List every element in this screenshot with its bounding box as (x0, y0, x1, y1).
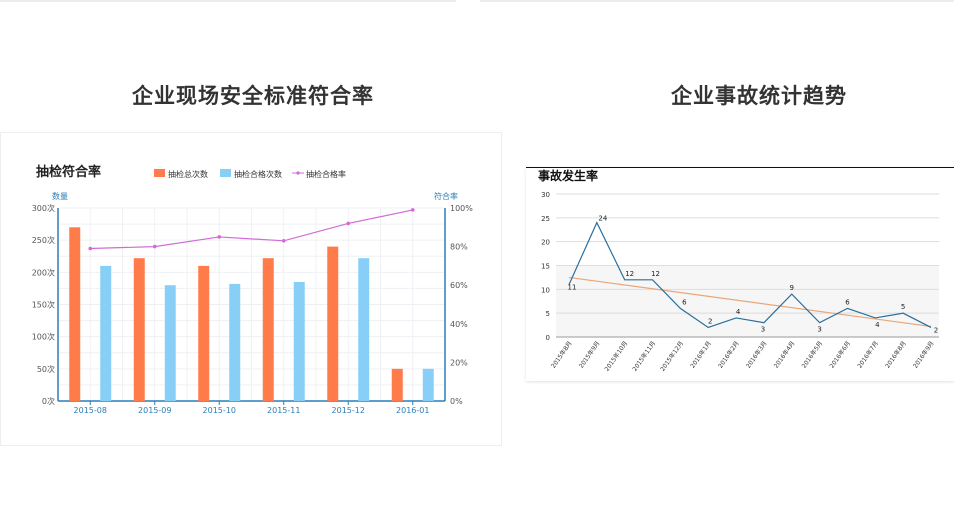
y-tick-label-left: 0次 (42, 396, 55, 406)
y-tick-label-left: 50次 (37, 364, 55, 374)
y-axis-label-right: 符合率 (434, 191, 458, 201)
bar-pass (229, 283, 241, 401)
y-tick-label-left: 300次 (32, 203, 55, 213)
data-label: 12 (651, 270, 660, 278)
x-tick-label: 2016年1月 (688, 340, 712, 370)
x-tick-label: 2015年10月 (603, 340, 630, 373)
bar-total (198, 265, 210, 401)
rate-line (90, 209, 413, 250)
y-tick-label-right: 40% (450, 320, 468, 329)
data-label: 9 (790, 284, 794, 292)
x-tick-label: 2016年8月 (883, 340, 907, 370)
accident-line (568, 221, 932, 329)
data-label: 4 (875, 321, 880, 329)
y-tick-label-right: 0% (450, 397, 463, 406)
x-tick-label: 2016-01 (396, 406, 429, 415)
bar-total (327, 246, 339, 401)
rate-point (88, 246, 93, 251)
data-label: 6 (682, 298, 687, 306)
chart-title: 抽检符合率 (36, 164, 101, 180)
bar-total (69, 227, 81, 401)
accident-trend-chart-card: 事故发生率 0 5 10 15 20 25 30 11 24 12 12 6 2 4 3 9 3 6 4 5 2 2015年… (526, 167, 954, 381)
bar-pass (100, 265, 112, 401)
x-tick-label: 2015-11 (267, 406, 300, 415)
x-tick-label: 2016年6月 (828, 340, 852, 370)
data-label: 2 (708, 317, 712, 325)
legend-swatch (296, 171, 300, 175)
y-tick-label: 30 (541, 191, 550, 199)
x-tick-label: 2015年9月 (577, 340, 601, 370)
data-label: 11 (568, 284, 577, 292)
rate-point (281, 239, 286, 243)
top-divider-left (0, 0, 456, 2)
x-tick-label: 2016年3月 (744, 340, 768, 370)
legend-swatch (154, 169, 165, 177)
x-tick-label: 2015-10 (203, 406, 236, 415)
bar-total (391, 368, 403, 401)
y-tick-label: 25 (541, 215, 550, 223)
x-tick-label: 2016年7月 (856, 340, 880, 370)
y-tick-label-left: 100次 (32, 332, 55, 342)
y-tick-label: 0 (546, 334, 550, 342)
data-label: 2 (934, 326, 938, 334)
rate-point (152, 244, 157, 249)
left-section-title: 企业现场安全标准符合率 (132, 84, 374, 108)
bar-pass (164, 285, 176, 401)
x-tick-label: 2016年2月 (716, 340, 740, 370)
rate-point (346, 221, 351, 226)
data-label: 5 (901, 303, 905, 311)
y-tick-label-right: 80% (450, 243, 468, 252)
rate-point (217, 235, 222, 239)
x-tick-label: 2015-12 (332, 406, 365, 415)
legend-label: 抽检合格率 (306, 169, 346, 179)
x-tick-label: 2016年4月 (772, 340, 796, 370)
x-tick-label: 2015-09 (138, 406, 171, 415)
y-tick-label: 15 (541, 263, 550, 271)
legend-label: 抽检总次数 (168, 169, 208, 179)
x-tick-label: 2016年5月 (800, 340, 824, 370)
y-tick-label-right: 20% (450, 358, 468, 367)
bar-pass (293, 281, 305, 401)
top-divider-right (480, 0, 954, 2)
y-tick-label: 20 (541, 239, 550, 247)
data-label: 6 (845, 298, 850, 306)
trend-line (568, 276, 932, 328)
x-tick-label: 2016年9月 (911, 340, 935, 370)
y-tick-label-left: 250次 (32, 235, 55, 245)
bar-pass (422, 368, 434, 401)
y-tick-label: 10 (541, 286, 550, 294)
x-tick-label: 2015-08 (74, 406, 107, 415)
right-section-title: 企业事故统计趋势 (671, 84, 847, 108)
data-label: 12 (625, 270, 634, 278)
x-tick-label: 2015年8月 (549, 340, 573, 370)
bar-pass (358, 258, 370, 401)
legend-swatch (220, 169, 231, 177)
y-tick-label: 5 (546, 310, 550, 318)
rate-point (410, 208, 415, 212)
bar-total (262, 258, 274, 401)
y-tick-label-left: 200次 (32, 267, 55, 277)
data-label: 3 (817, 326, 821, 334)
y-tick-label-left: 150次 (32, 300, 55, 310)
bar-total (133, 258, 145, 401)
chart-title: 事故发生率 (538, 168, 598, 183)
y-axis-label-left: 数量 (52, 191, 68, 201)
inspection-rate-chart-card: 抽检符合率 抽检总次数 抽检合格次数 抽检合格率数量 符合率 0次 50次 100次 150次 2… (0, 132, 502, 446)
x-tick-label: 2015年12月 (658, 340, 685, 373)
data-label: 3 (761, 326, 765, 334)
x-tick-label: 2015年11月 (631, 340, 658, 373)
y-tick-label-right: 60% (450, 281, 468, 290)
data-label: 4 (736, 308, 741, 316)
y-tick-label-right: 100% (450, 204, 473, 213)
legend-label: 抽检合格次数 (234, 169, 282, 179)
data-label: 24 (598, 215, 607, 223)
